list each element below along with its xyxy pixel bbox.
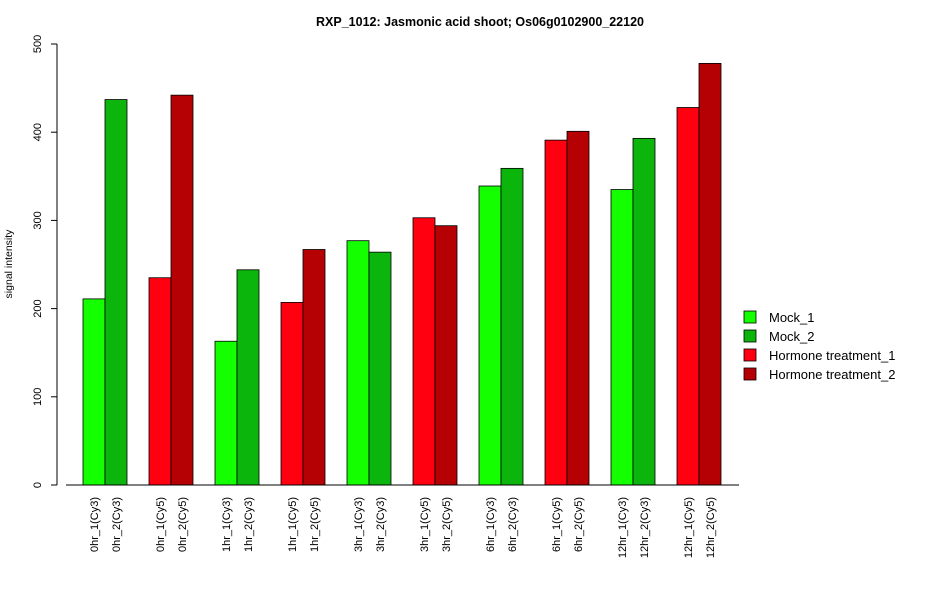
legend-label: Mock_1 [769, 310, 815, 325]
bar [676, 107, 700, 486]
y-tick-label: 0 [32, 482, 44, 488]
bar [236, 269, 260, 486]
y-tick-label: 100 [32, 388, 44, 406]
x-tick-label: 3hr_1(Cy3) [353, 497, 365, 552]
bar [434, 225, 458, 486]
x-tick-label: 12hr_1(Cy5) [683, 497, 695, 558]
x-tick-label: 6hr_2(Cy5) [573, 497, 585, 552]
bar [346, 240, 370, 486]
y-axis: 0 100 200 300 400 500 [32, 35, 58, 488]
legend-swatch [743, 329, 757, 343]
bar [500, 167, 524, 486]
bar [302, 249, 326, 486]
legend-label: Mock_2 [769, 329, 815, 344]
bars [82, 63, 722, 486]
bar [632, 137, 656, 486]
y-axis-label: signal intensity [3, 229, 15, 299]
bar [478, 185, 502, 486]
x-tick-label: 1hr_1(Cy3) [221, 497, 233, 552]
x-tick-label: 0hr_1(Cy5) [155, 497, 167, 552]
x-tick-label: 12hr_2(Cy5) [705, 497, 717, 558]
x-tick-label: 12hr_2(Cy3) [639, 497, 651, 558]
bar [170, 94, 194, 486]
x-tick-label: 1hr_2(Cy3) [243, 497, 255, 552]
bar [368, 251, 392, 486]
bar [82, 298, 106, 486]
bar [610, 189, 634, 486]
bar [698, 63, 722, 486]
x-tick-label: 3hr_2(Cy5) [441, 497, 453, 552]
y-tick-label: 500 [32, 35, 44, 53]
bar [544, 139, 568, 486]
x-tick-label: 3hr_2(Cy3) [375, 497, 387, 552]
x-tick-label: 6hr_2(Cy3) [507, 497, 519, 552]
bar [280, 302, 304, 486]
x-tick-label: 0hr_2(Cy5) [177, 497, 189, 552]
x-tick-label: 12hr_1(Cy3) [617, 497, 629, 558]
x-tick-label: 6hr_1(Cy3) [485, 497, 497, 552]
legend: Mock_1 Mock_2 Hormone treatment_1 Hormone t… [743, 310, 895, 382]
y-tick-label: 300 [32, 211, 44, 229]
y-tick-label: 400 [32, 123, 44, 141]
legend-swatch [743, 367, 757, 381]
bar [104, 99, 128, 486]
chart-title: RXP_1012: Jasmonic acid shoot; Os06g0102… [316, 15, 644, 29]
y-tick-label: 200 [32, 299, 44, 317]
legend-swatch [743, 348, 757, 362]
bar [412, 217, 436, 486]
bar [148, 277, 172, 486]
bar [566, 130, 590, 486]
bar [214, 340, 238, 486]
x-tick-label: 3hr_1(Cy5) [419, 497, 431, 552]
legend-label: Hormone treatment_1 [769, 348, 895, 363]
x-tick-label: 0hr_1(Cy3) [89, 497, 101, 552]
x-tick-label: 6hr_1(Cy5) [551, 497, 563, 552]
x-tick-label: 1hr_1(Cy5) [287, 497, 299, 552]
x-tick-label: 0hr_2(Cy3) [111, 497, 123, 552]
x-axis: 0hr_1(Cy3) 0hr_2(Cy3) 0hr_1(Cy5) 0hr_2(Cy5)… [66, 484, 739, 558]
legend-label: Hormone treatment_2 [769, 367, 895, 382]
x-tick-label: 1hr_2(Cy5) [309, 497, 321, 552]
legend-swatch [743, 310, 757, 324]
